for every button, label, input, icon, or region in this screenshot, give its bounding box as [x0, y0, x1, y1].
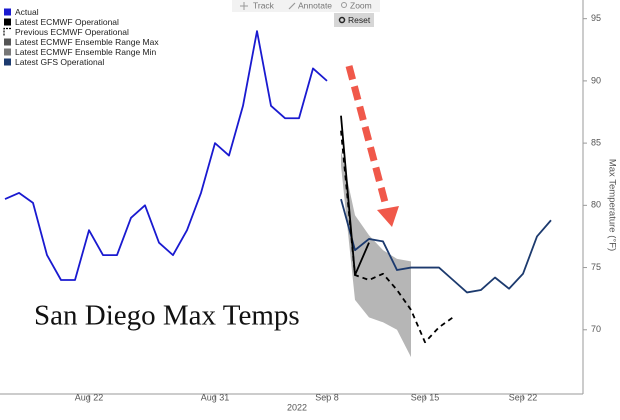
plot-area	[4, 30, 552, 358]
legend-swatch	[4, 18, 11, 26]
reset-button[interactable]: Reset	[348, 15, 371, 25]
legend-swatch	[4, 38, 11, 46]
legend-label: Previous ECMWF Operational	[15, 27, 129, 37]
track-icon	[240, 2, 248, 10]
legend-swatch	[4, 48, 11, 56]
series-line	[340, 115, 370, 276]
ensemble-range	[341, 150, 411, 358]
x-tick-label: Aug 31	[201, 392, 230, 402]
zoom-button[interactable]: Zoom	[350, 0, 372, 10]
legend-label: Latest GFS Operational	[15, 57, 104, 67]
x-tick-label: Sep 22	[509, 392, 538, 402]
annotate-button[interactable]: Annotate	[298, 0, 332, 10]
trend-arrow	[345, 65, 399, 227]
track-button[interactable]: Track	[253, 0, 275, 10]
legend-label: Latest ECMWF Operational	[15, 17, 119, 27]
legend-label: Latest ECMWF Ensemble Range Max	[15, 37, 159, 47]
legend-swatch	[4, 8, 11, 16]
y-tick-label: 85	[591, 137, 601, 147]
reset-button-bg[interactable]	[334, 13, 374, 27]
chart-title: San Diego Max Temps	[34, 300, 300, 332]
legend-swatch	[3, 27, 11, 36]
arrow-shaft	[345, 65, 390, 207]
series-line	[4, 30, 328, 281]
y-tick-label: 70	[591, 324, 601, 334]
legend-bg	[0, 4, 164, 70]
x-tick-label: Sep 15	[411, 392, 440, 402]
y-tick-label: 80	[591, 200, 601, 210]
y-tick-label: 75	[591, 262, 601, 272]
arrow-head	[377, 206, 399, 227]
annotate-icon	[288, 2, 296, 10]
y-tick-label: 90	[591, 75, 601, 85]
legend-label: Actual	[15, 7, 39, 17]
series-line	[340, 198, 552, 294]
legend-swatch	[4, 58, 11, 66]
x-tick-label: Sep 8	[315, 392, 339, 402]
zoom-icon	[341, 2, 347, 8]
y-tick-label: 95	[591, 13, 601, 23]
x-axis-title: 2022	[287, 402, 307, 412]
legend-label: Latest ECMWF Ensemble Range Min	[15, 47, 157, 57]
toolbar: Track Annotate Zoom Reset	[232, 0, 380, 27]
x-tick-label: Aug 22	[75, 392, 104, 402]
y-axis-title: Max Temperature (°F)	[606, 159, 617, 251]
reset-icon	[338, 16, 346, 24]
